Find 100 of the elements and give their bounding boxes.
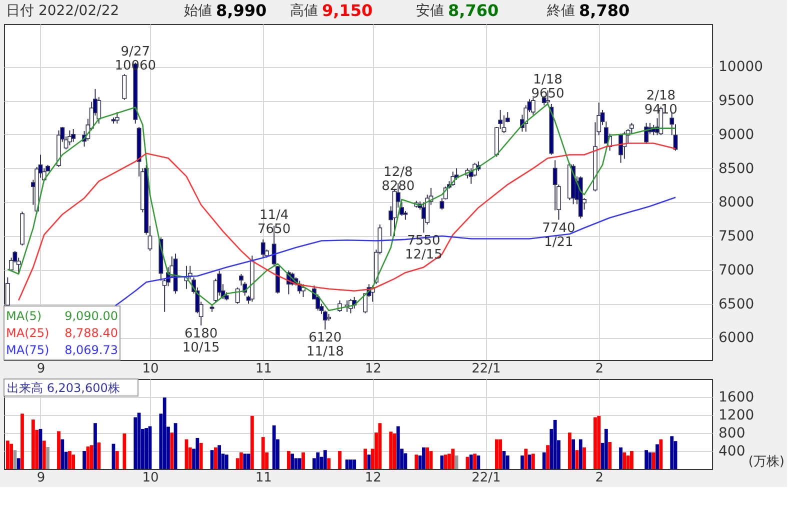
bar [162, 397, 166, 469]
bar [57, 431, 60, 469]
bar [82, 451, 86, 469]
candlestick [71, 128, 76, 142]
y-tick-label: 8000 [718, 194, 754, 211]
bar [286, 451, 290, 469]
bar [622, 452, 626, 469]
bar [568, 432, 572, 469]
y-tick-label: 9500 [718, 93, 754, 110]
bar [97, 442, 101, 469]
line-series [112, 196, 676, 308]
bar [290, 454, 294, 469]
bar [199, 442, 203, 469]
bar [469, 454, 473, 469]
text: 8,780 [579, 1, 630, 20]
bar [31, 420, 35, 469]
y-tick-label: 1200 [718, 408, 754, 424]
text: MA(25) [6, 326, 50, 340]
bar [86, 446, 90, 469]
y-tick-label: 7500 [718, 228, 754, 245]
text: 安値 [416, 3, 444, 19]
x-tick-label: 22/1 [472, 470, 501, 486]
candlestick [67, 130, 72, 146]
text: 始値 [184, 3, 212, 19]
text: 終値 [546, 3, 575, 19]
candlestick [114, 112, 120, 124]
bar [619, 447, 622, 469]
bar [349, 460, 352, 469]
bar [316, 452, 320, 469]
y-tick-label: 1600 [718, 390, 754, 406]
bar [594, 417, 597, 469]
y-tick-label: 8500 [718, 160, 754, 177]
y-tick-label: 6500 [718, 296, 754, 312]
bar [134, 417, 138, 469]
bar [498, 439, 502, 469]
text: MA(5) [6, 309, 42, 323]
bar [94, 423, 97, 469]
bar [20, 414, 24, 469]
bar [652, 452, 656, 469]
y-tick-label: 9000 [718, 126, 754, 143]
candlestick [260, 238, 266, 258]
bar [608, 442, 612, 469]
bar [553, 420, 557, 469]
bar [597, 416, 601, 469]
x-tick-label: 10 [142, 362, 159, 376]
x-tick-label: 11 [255, 470, 272, 486]
bar [659, 439, 663, 469]
chart-title: 出来高 6,203,600株 [7, 381, 120, 395]
annotation: 9,090.00 [64, 309, 118, 323]
bar [302, 452, 305, 469]
bar [115, 451, 119, 469]
bar [224, 454, 228, 469]
bar [656, 444, 659, 469]
bar [542, 452, 546, 469]
bar [473, 454, 476, 469]
bar [170, 432, 174, 469]
bar [327, 458, 331, 469]
bar [414, 454, 418, 469]
bar [444, 454, 448, 469]
bar [422, 447, 426, 469]
bar [404, 453, 408, 469]
bar [396, 426, 400, 469]
bar [13, 450, 17, 469]
bar [323, 450, 327, 469]
x-tick-label: 12 [364, 470, 382, 486]
bar [196, 438, 200, 469]
x-tick-label: 9 [36, 470, 46, 486]
bar [10, 444, 13, 469]
bar [378, 423, 382, 469]
bar [338, 451, 342, 469]
x-tick-label: 11 [255, 362, 272, 376]
bar [451, 448, 455, 469]
annotation: 8,788.40 [64, 326, 118, 340]
x-tick-label: 10 [142, 470, 159, 486]
bar [494, 439, 498, 469]
x-tick-label: 9 [36, 362, 46, 376]
bar [16, 458, 20, 469]
bar [367, 454, 371, 469]
text: 高値 [290, 3, 318, 19]
bar [298, 458, 302, 469]
y-tick-label: 800 [718, 426, 746, 442]
bar [250, 416, 254, 469]
bar [218, 445, 222, 469]
annotation: 6120 11/18 [306, 330, 344, 360]
bar [243, 454, 247, 469]
candlestick [630, 122, 634, 134]
bar [630, 451, 634, 469]
bar [524, 448, 528, 469]
annotation: 8,069.73 [64, 343, 118, 357]
bar [670, 436, 674, 469]
text: 8,760 [448, 1, 499, 20]
bar [582, 447, 586, 469]
bar [531, 454, 535, 469]
x-tick-label: 22/1 [472, 362, 501, 376]
bar [578, 439, 582, 469]
bar [214, 447, 218, 469]
bar [352, 460, 356, 469]
candlestick [301, 284, 306, 298]
chart-title: 日付 2022/02/22 [6, 3, 120, 19]
y-tick-label: 400 [718, 444, 746, 460]
